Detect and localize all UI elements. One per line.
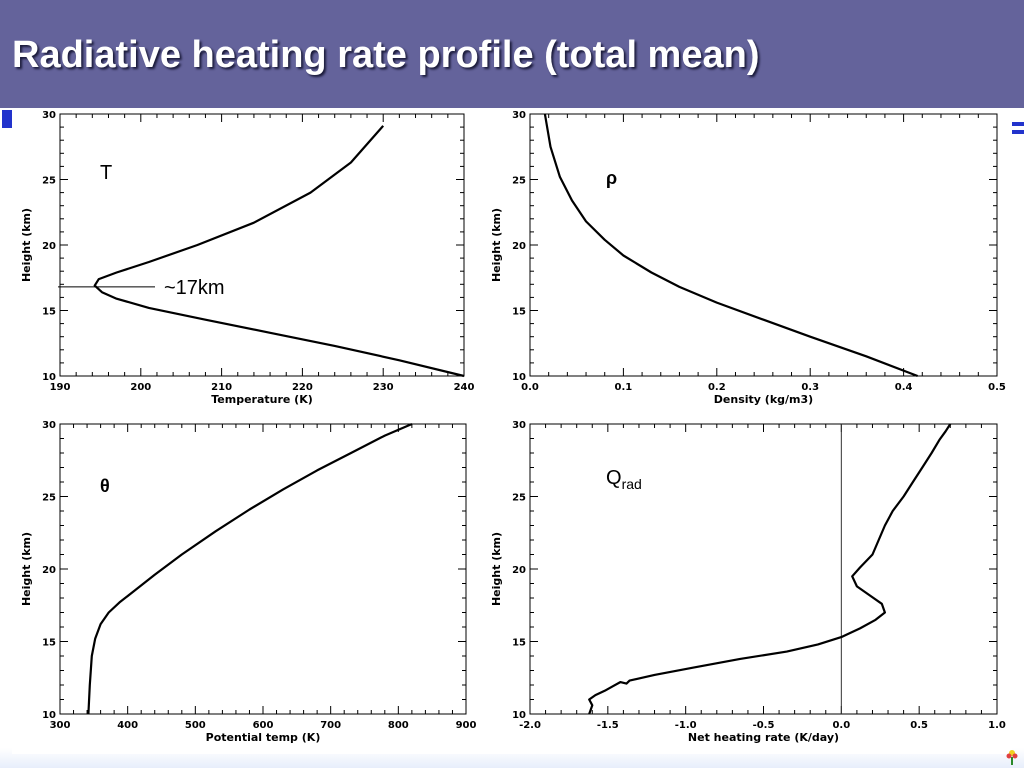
x-tick-label: 0.5 — [988, 382, 1006, 393]
density-chart: 0.0 0.1 0.2 0.3 0.4 0.5 10 15 20 25 30 Density (kg/… — [484, 108, 1012, 414]
x-tick-label: 700 — [320, 720, 341, 731]
y-tick-label: 25 — [512, 176, 526, 187]
temperature-chart: 190 200 210 220 230 240 10 15 20 25 30 Temperature … — [12, 108, 484, 414]
x-tick-label: 190 — [50, 382, 71, 393]
y-tick-label: 20 — [512, 241, 526, 252]
y-tick-label: 15 — [42, 307, 56, 318]
x-axis-label: Net heating rate (K/day) — [688, 731, 839, 744]
x-tick-label: 900 — [456, 720, 477, 731]
y-tick-label: 30 — [512, 420, 526, 431]
x-tick-label: 500 — [185, 720, 206, 731]
heating-rate-chart: -2.0 -1.5 -1.0 -0.5 0.0 0.5 1.0 10 15 20 25 30 Net h… — [484, 414, 1012, 754]
chart-svg: 0.0 0.1 0.2 0.3 0.4 0.5 10 15 20 25 30 Density (kg/… — [490, 110, 1006, 406]
x-tick-label: 1.0 — [988, 720, 1006, 731]
y-tick-label: 10 — [512, 710, 526, 721]
chart-svg: 300 400 500 600 700 800 900 10 15 20 25 30 Potential… — [20, 420, 477, 744]
plot-frame — [529, 113, 998, 377]
x-tick-label: -1.5 — [597, 720, 619, 731]
y-axis-label: Height (km) — [20, 208, 33, 282]
x-tick-label: 210 — [211, 382, 232, 393]
variable-label: T — [100, 162, 112, 184]
x-tick-label: 0.2 — [708, 382, 726, 393]
y-tick-label: 20 — [42, 241, 56, 252]
y-axis-label: Height (km) — [490, 208, 503, 282]
plot-frame — [59, 113, 465, 377]
x-tick-label: -2.0 — [519, 720, 541, 731]
x-tick-label: 800 — [388, 720, 409, 731]
chart-svg: -2.0 -1.5 -1.0 -0.5 0.0 0.5 1.0 10 15 20 25 30 Net h… — [490, 420, 1006, 744]
y-tick-label: 30 — [42, 110, 56, 121]
potential-temp-chart: 300 400 500 600 700 800 900 10 15 20 25 30 Potential… — [12, 414, 484, 754]
y-tick-label: 15 — [42, 638, 56, 649]
title-bar: Radiative heating rate profile (total me… — [0, 0, 1024, 108]
annotation-label: ~17km — [164, 277, 225, 299]
profile-line — [588, 423, 952, 715]
x-tick-label: 200 — [130, 382, 151, 393]
y-axis-label: Height (km) — [490, 532, 503, 606]
x-tick-label: 0.1 — [615, 382, 633, 393]
x-tick-label: -0.5 — [753, 720, 775, 731]
x-tick-label: 230 — [373, 382, 394, 393]
x-tick-label: 0.4 — [895, 382, 913, 393]
small-flower-logo-icon — [1006, 750, 1018, 765]
x-tick-label: -1.0 — [675, 720, 697, 731]
accent-mark-left — [2, 110, 14, 128]
y-tick-label: 10 — [42, 710, 56, 721]
x-tick-label: 400 — [117, 720, 138, 731]
plot-frame — [59, 423, 467, 715]
y-tick-label: 25 — [512, 493, 526, 504]
chart-svg: 190 200 210 220 230 240 10 15 20 25 30 Temperature … — [20, 110, 475, 406]
variable-label: Qrad — [606, 467, 642, 492]
y-tick-label: 20 — [42, 565, 56, 576]
x-tick-label: 220 — [292, 382, 313, 393]
accent-mark-right-b — [1004, 130, 1024, 134]
variable-label: θ — [100, 476, 110, 496]
slide-title: Radiative heating rate profile (total me… — [12, 34, 760, 76]
y-tick-label: 30 — [512, 110, 526, 121]
y-tick-label: 15 — [512, 638, 526, 649]
x-tick-label: 240 — [454, 382, 475, 393]
y-tick-label: 25 — [42, 493, 56, 504]
plot-frame — [529, 423, 998, 715]
y-tick-label: 25 — [42, 176, 56, 187]
profile-line — [87, 422, 413, 715]
y-tick-label: 20 — [512, 565, 526, 576]
x-axis-label: Temperature (K) — [211, 393, 313, 406]
profile-line — [93, 125, 465, 378]
x-tick-label: 600 — [253, 720, 274, 731]
x-tick-label: 300 — [50, 720, 71, 731]
x-tick-label: 0.5 — [910, 720, 928, 731]
profile-line — [543, 113, 918, 378]
accent-mark-right-a — [1004, 122, 1024, 126]
y-axis-label: Height (km) — [20, 532, 33, 606]
x-tick-label: 0.3 — [801, 382, 819, 393]
y-tick-label: 15 — [512, 307, 526, 318]
y-tick-label: 10 — [42, 372, 56, 383]
x-tick-label: 0.0 — [521, 382, 539, 393]
x-axis-label: Density (kg/m3) — [714, 393, 813, 406]
variable-label: ρ — [606, 168, 617, 188]
x-axis-label: Potential temp (K) — [206, 731, 321, 744]
y-tick-label: 30 — [42, 420, 56, 431]
y-tick-label: 10 — [512, 372, 526, 383]
x-tick-label: 0.0 — [832, 720, 850, 731]
